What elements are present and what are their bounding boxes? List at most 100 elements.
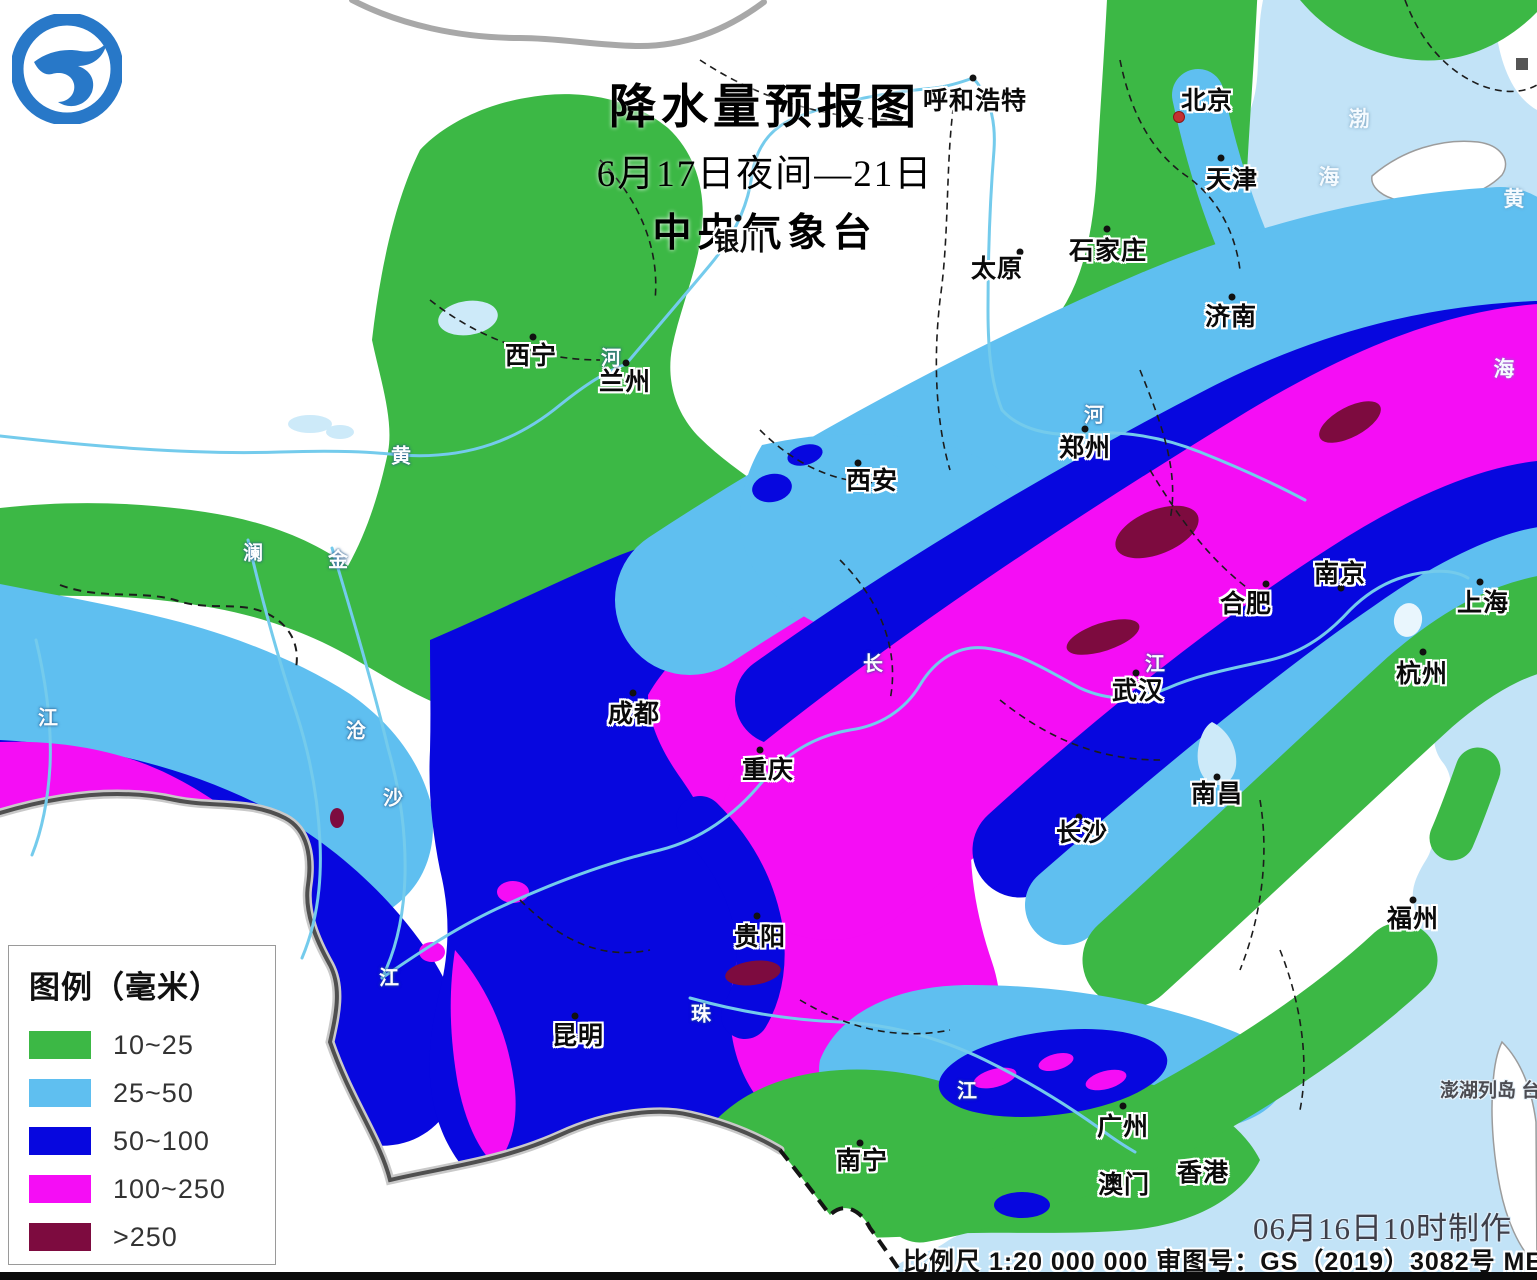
city-dot-jinan [1228, 293, 1236, 301]
city-dot-xining [529, 333, 537, 341]
rainband-magenta-core [720, 304, 1537, 940]
city-label-yinchuan: 银川 [713, 228, 767, 256]
magenta-blob-small-1 [497, 881, 529, 903]
city-label-xining: 西宁 [504, 342, 558, 370]
jinsha-river [330, 546, 407, 980]
legend-row-10-25: 10~25 [29, 1021, 275, 1069]
river-label-chang: 长 [863, 653, 883, 676]
darkred-core-henan-anhui [1115, 505, 1199, 559]
region-magenta-yunnan-finger [450, 950, 516, 1165]
city-dot-nanning [856, 1139, 864, 1147]
blue-blob-coast [994, 1192, 1050, 1218]
city-label-nanchang: 南昌 [1190, 780, 1244, 808]
city-dot-nanchang [1213, 773, 1221, 781]
rivers [0, 76, 1470, 1154]
legend-label: 25~50 [113, 1077, 194, 1108]
lancang-river [246, 538, 322, 960]
city-dot-xian [854, 459, 862, 467]
city-dot-kunming [571, 1012, 579, 1020]
city-label-lanzhou: 兰州 [598, 368, 652, 396]
city-label-fuzhou: 福州 [1386, 905, 1440, 933]
river-label-he-2: 河 [1084, 404, 1104, 427]
legend-row-100-250: 100~250 [29, 1165, 275, 1213]
river-label-he-1: 河 [601, 347, 621, 370]
city-dot-chengdu [629, 689, 637, 697]
tai-lake [1393, 603, 1423, 637]
city-label-shanghai: 上海 [1456, 589, 1510, 617]
city-dot-chongqing [756, 746, 764, 754]
blue-blob-xian-2 [752, 473, 792, 503]
city-dot-fuzhou [1409, 896, 1417, 904]
map-title: 降水量预报图 [609, 80, 921, 133]
magenta-pill-2 [1038, 1052, 1074, 1072]
city-label-kunming: 昆明 [551, 1022, 605, 1050]
river-label-cang: 沧 [346, 720, 366, 743]
city-dot-beijing [1173, 111, 1185, 123]
title-block: 降水量预报图 6月17日夜间—21日 中央气象台 [597, 68, 934, 258]
blue-pill-guangdong [938, 1029, 1168, 1117]
city-label-hohhot: 呼和浩特 [922, 87, 1028, 115]
rainband-blue-se [972, 461, 1537, 898]
legend-title: 图例（毫米） [29, 970, 221, 1005]
magenta-pill-3 [1085, 1069, 1127, 1091]
city-label-hefei: 合肥 [1219, 590, 1273, 618]
issue-time-label: 06月16日10时制作 [1253, 1211, 1512, 1246]
city-label-beijing: 北京 [1180, 87, 1234, 115]
magenta-blob-small-2 [419, 942, 445, 962]
city-dot-lanzhou [622, 359, 630, 367]
city-dot-shijiazhuang [1103, 225, 1111, 233]
sw-border [0, 792, 782, 1183]
river-label-sha: 沙 [383, 787, 403, 810]
sea-label-yellow-2: 海 [1493, 358, 1515, 381]
nu-river [30, 638, 52, 857]
vietnam-border-dashed [778, 1148, 900, 1270]
city-label-hangzhou: 杭州 [1395, 660, 1449, 688]
sea-label-yellow-1: 黄 [1503, 188, 1525, 211]
legend-label: 100~250 [113, 1173, 226, 1204]
city-label-taiyuan: 太原 [970, 255, 1024, 283]
city-label-zhengzhou: 郑州 [1058, 434, 1112, 462]
legend-swatch-lightblue [29, 1079, 91, 1107]
city-dot-zhengzhou [1081, 425, 1089, 433]
city-label-chongqing: 重庆 [741, 756, 795, 784]
legend-swatch-green [29, 1031, 91, 1059]
intl-border-top [349, 0, 767, 50]
legend-swatch-darkred [29, 1223, 91, 1251]
qinghai-lake [438, 300, 498, 336]
sea-label-penghu: 澎湖列岛 [1439, 1080, 1517, 1102]
river-label-jin: 金 [328, 549, 348, 572]
darkred-core-jiangsu [1319, 401, 1381, 443]
city-dot-yinchuan [734, 214, 742, 222]
city-dot-guangzhou [1119, 1102, 1127, 1110]
city-label-nanning: 南宁 [835, 1147, 889, 1175]
city-dot-guiyang [753, 912, 761, 920]
poyang-lake [1197, 722, 1237, 786]
cma-logo [12, 14, 122, 124]
legend-label: 50~100 [113, 1125, 210, 1156]
tibet-border-dashed [59, 584, 298, 669]
city-label-shijiazhuang: 石家庄 [1068, 237, 1148, 265]
lake-small-1 [288, 415, 332, 433]
city-dot-tianjin [1217, 154, 1225, 162]
foreign-south-white [330, 1042, 900, 1280]
city-label-guiyang: 贵阳 [733, 923, 787, 951]
blue-blob-xian-1 [787, 444, 823, 466]
magenta-pill-1 [973, 1067, 1017, 1089]
logo-swirl [34, 42, 107, 107]
darkred-core-hubei [1066, 619, 1140, 655]
city-label-hongkong: 香港 [1176, 1159, 1230, 1187]
scale-and-approval-label: 比例尺 1:20 000 000 审图号：GS（2019）3082号 MESIS… [903, 1248, 1537, 1276]
province-borders [429, 0, 1537, 1111]
sea-label-taiwan: 台 [1521, 1080, 1537, 1102]
legend-label: 10~25 [113, 1029, 194, 1060]
city-dot-changsha [1075, 813, 1083, 821]
city-dot-wuhan [1132, 669, 1140, 677]
legend-row-25-50: 25~50 [29, 1069, 275, 1117]
darkred-spot-border [330, 808, 344, 828]
region-green-coastal [882, 922, 1438, 1243]
city-dot-hefei [1262, 580, 1270, 588]
river-label-jiang-2: 江 [38, 707, 58, 730]
city-dot-nanjing [1337, 584, 1345, 592]
